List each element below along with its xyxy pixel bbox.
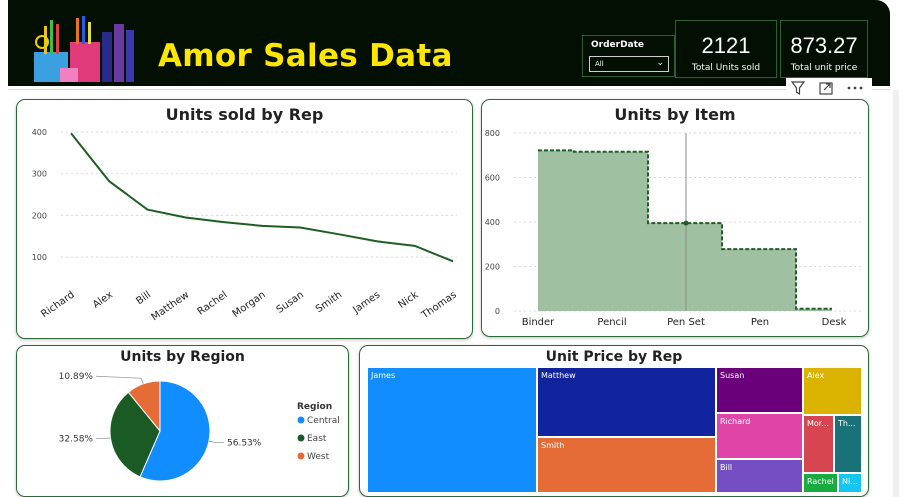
x-tick-label: Pen Set [667,317,705,328]
units-by-item-chart: 0 200 400 600 800 Binder Pencil Pen Set Pen Desk [485,129,862,328]
x-tick-label: Pen [751,317,769,328]
unit-price-treemap: James Matthew Smith Susan Richard Bill A… [367,367,862,493]
x-tick-label: Rachel [196,289,230,317]
x-tick-label: Alex [91,289,115,310]
treemap-tile-th[interactable]: Th... [834,415,862,473]
y-tick-label: 600 [485,174,500,183]
report-title: Amor Sales Data [158,38,453,74]
x-tick-label: Thomas [419,289,459,321]
units-by-item-title: Units by Item [614,105,736,124]
treemap-tile-bill[interactable]: Bill [716,459,803,493]
pie-leader-line [95,375,144,385]
x-tick-label: Nick [397,289,421,310]
treemap-tile-rachel[interactable]: Rachel [803,473,838,493]
header-divider [8,89,890,90]
legend-marker [297,416,305,424]
pie-data-label: 32.58% [59,435,94,445]
pie-data-label: 10.89% [59,372,94,382]
x-tick-label: Pencil [597,317,626,328]
y-tick-label: 800 [485,129,500,138]
slicer-label: OrderDate [591,40,645,50]
x-tick-label: Richard [39,289,76,320]
x-tick-label: James [350,289,382,316]
stationery-logo-image [34,16,134,82]
total-unit-price-label: Total unit price [790,63,858,73]
units-area-fill [538,150,832,311]
x-tick-label: Binder [522,317,555,328]
page-scrollbar[interactable] [893,90,899,497]
treemap-tile-richard[interactable]: Richard [716,413,803,459]
legend-marker [297,452,305,460]
x-tick-label: Desk [822,317,847,328]
x-tick-label: Bill [134,289,153,307]
unit-price-by-rep-panel[interactable]: Unit Price by Rep James Matthew Smith Su… [359,345,869,497]
slicer-selected-value: All [595,60,604,68]
report-header: Amor Sales Data OrderDate All ⌄ 2121 Tot… [8,0,890,86]
visual-header-toolbar [786,78,872,98]
legend-label: East [307,434,327,444]
y-tick-label: 300 [32,170,47,179]
legend-label: Central [307,416,340,426]
units-by-item-panel[interactable]: Units by Item 0 200 400 600 800 Binder Pencil P… [481,99,869,337]
pie-slice-central [139,380,211,482]
units-by-region-title: Units by Region [120,349,245,365]
units-series-line [70,132,454,263]
chevron-down-icon: ⌄ [656,58,664,68]
treemap-tile-ni[interactable]: Ni... [838,473,862,493]
units-by-region-chart: 56.53% 32.58% 10.89% Region Central East West [59,372,340,482]
units-by-rep-panel[interactable]: Units sold by Rep 100 200 300 400 Richard Ale… [16,99,473,339]
legend-title: Region [297,402,332,412]
treemap-tile-susan[interactable]: Susan [716,367,803,413]
treemap-tile-alex[interactable]: Alex [803,367,862,415]
x-tick-label: Susan [275,289,306,315]
total-units-card: 2121 Total Units sold [675,20,777,78]
legend-marker [297,434,305,442]
total-units-label: Total Units sold [691,63,761,73]
legend-label: West [307,452,330,462]
y-tick-label: 400 [32,128,47,137]
units-by-region-panel[interactable]: Units by Region 56.53% 32.58% 10.89% Region… [16,345,349,497]
x-tick-label: Smith [314,289,344,315]
x-tick-label: Matthew [150,289,192,323]
y-tick-label: 100 [32,253,47,262]
total-unit-price-value: 873.27 [790,33,858,58]
pie-slice-west [127,380,161,433]
treemap-tile-matthew[interactable]: Matthew [537,367,716,437]
treemap-tile-mor[interactable]: Mor... [803,415,834,473]
filter-icon[interactable] [790,80,806,96]
orderdate-dropdown[interactable]: All ⌄ [589,56,669,72]
pie-leader-line [96,437,111,440]
units-by-rep-title: Units sold by Rep [165,105,324,124]
pie-slice-east [109,391,161,478]
pie-data-label: 56.53% [227,438,262,448]
orderdate-slicer[interactable]: OrderDate All ⌄ [582,35,675,77]
focus-mode-icon[interactable] [818,80,834,96]
total-unit-price-card: 873.27 Total unit price [780,20,868,78]
treemap-tile-james[interactable]: James [367,367,537,493]
hover-point [683,220,689,226]
y-tick-label: 200 [485,263,500,272]
more-options-icon[interactable] [846,80,864,96]
y-tick-label: 200 [32,211,47,220]
y-tick-label: 400 [485,218,500,227]
x-tick-label: Morgan [231,289,268,320]
total-units-value: 2121 [701,33,751,58]
pie-leader-line [208,440,224,443]
unit-price-by-rep-title: Unit Price by Rep [545,349,683,365]
treemap-tile-smith[interactable]: Smith [537,437,716,493]
y-tick-label: 0 [495,307,500,316]
